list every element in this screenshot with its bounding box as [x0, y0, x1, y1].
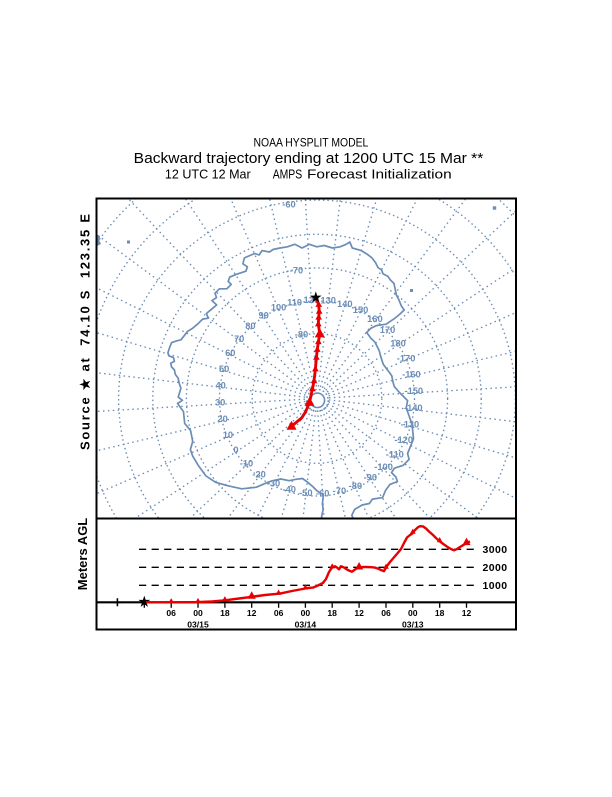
svg-text:00: 00 — [301, 608, 311, 618]
svg-text:-70: -70 — [333, 486, 346, 496]
svg-text:90: 90 — [259, 311, 269, 321]
svg-text:03/13: 03/13 — [402, 620, 424, 630]
svg-text:-130: -130 — [401, 420, 420, 430]
svg-text:AMPS: AMPS — [273, 166, 303, 181]
svg-text:50: 50 — [219, 364, 229, 374]
svg-text:06: 06 — [166, 608, 176, 618]
svg-text:-170: -170 — [397, 353, 416, 363]
svg-text:18: 18 — [220, 608, 230, 618]
svg-text:-80: -80 — [295, 330, 308, 340]
svg-text:18: 18 — [327, 608, 337, 618]
svg-text:-150: -150 — [404, 386, 423, 396]
svg-text:-20: -20 — [252, 470, 265, 480]
svg-text:80: 80 — [245, 321, 255, 331]
svg-text:-90: -90 — [364, 473, 377, 483]
svg-text:NOAA HYSPLIT MODEL: NOAA HYSPLIT MODEL — [254, 136, 369, 150]
svg-text:-10: -10 — [240, 458, 253, 468]
svg-text:2000: 2000 — [483, 562, 508, 574]
svg-text:160: 160 — [367, 314, 383, 324]
svg-text:10: 10 — [223, 430, 233, 440]
svg-text:100: 100 — [271, 303, 287, 313]
svg-text:-70: -70 — [290, 266, 303, 276]
svg-text:12: 12 — [354, 608, 364, 618]
svg-text:140: 140 — [337, 299, 353, 309]
svg-text:-80: -80 — [349, 481, 362, 491]
svg-text:06: 06 — [381, 608, 391, 618]
svg-text:130: 130 — [320, 295, 336, 305]
svg-text:60: 60 — [225, 348, 235, 358]
svg-text:06: 06 — [274, 608, 284, 618]
svg-text:40: 40 — [216, 381, 226, 391]
svg-text:1000: 1000 — [483, 580, 508, 592]
svg-text:-30: -30 — [267, 478, 280, 488]
svg-text:-100: -100 — [374, 462, 393, 472]
svg-text:12 UTC 12 Mar: 12 UTC 12 Mar — [165, 166, 251, 181]
svg-text:Meters AGL: Meters AGL — [75, 518, 90, 591]
svg-text:03/15: 03/15 — [187, 620, 209, 630]
svg-text:-160: -160 — [402, 369, 421, 379]
svg-text:170: 170 — [380, 325, 396, 335]
svg-text:30: 30 — [215, 397, 225, 407]
svg-text:-60: -60 — [316, 489, 329, 499]
svg-text:110: 110 — [287, 297, 302, 307]
svg-text:-60: -60 — [282, 200, 295, 210]
svg-text:-50: -50 — [299, 488, 312, 498]
svg-text:-140: -140 — [404, 403, 423, 413]
svg-text:00: 00 — [193, 608, 203, 618]
svg-text:18: 18 — [435, 608, 445, 618]
svg-text:Backward trajectory ending at: Backward trajectory ending at 1200 UTC 1… — [134, 150, 484, 167]
svg-text:-120: -120 — [394, 435, 413, 445]
svg-text:00: 00 — [408, 608, 418, 618]
svg-text:Forecast Initialization: Forecast Initialization — [307, 166, 452, 181]
svg-text:20: 20 — [217, 414, 227, 424]
svg-text:12: 12 — [247, 608, 257, 618]
svg-text:-40: -40 — [282, 485, 295, 495]
svg-text:180: 180 — [390, 338, 406, 348]
svg-text:3000: 3000 — [483, 544, 508, 556]
svg-text:0: 0 — [233, 445, 238, 455]
svg-text:-110: -110 — [386, 450, 404, 460]
svg-text:70: 70 — [234, 334, 244, 344]
svg-text:03/14: 03/14 — [295, 620, 317, 630]
svg-text:150: 150 — [353, 305, 369, 315]
svg-text:12: 12 — [462, 608, 472, 618]
